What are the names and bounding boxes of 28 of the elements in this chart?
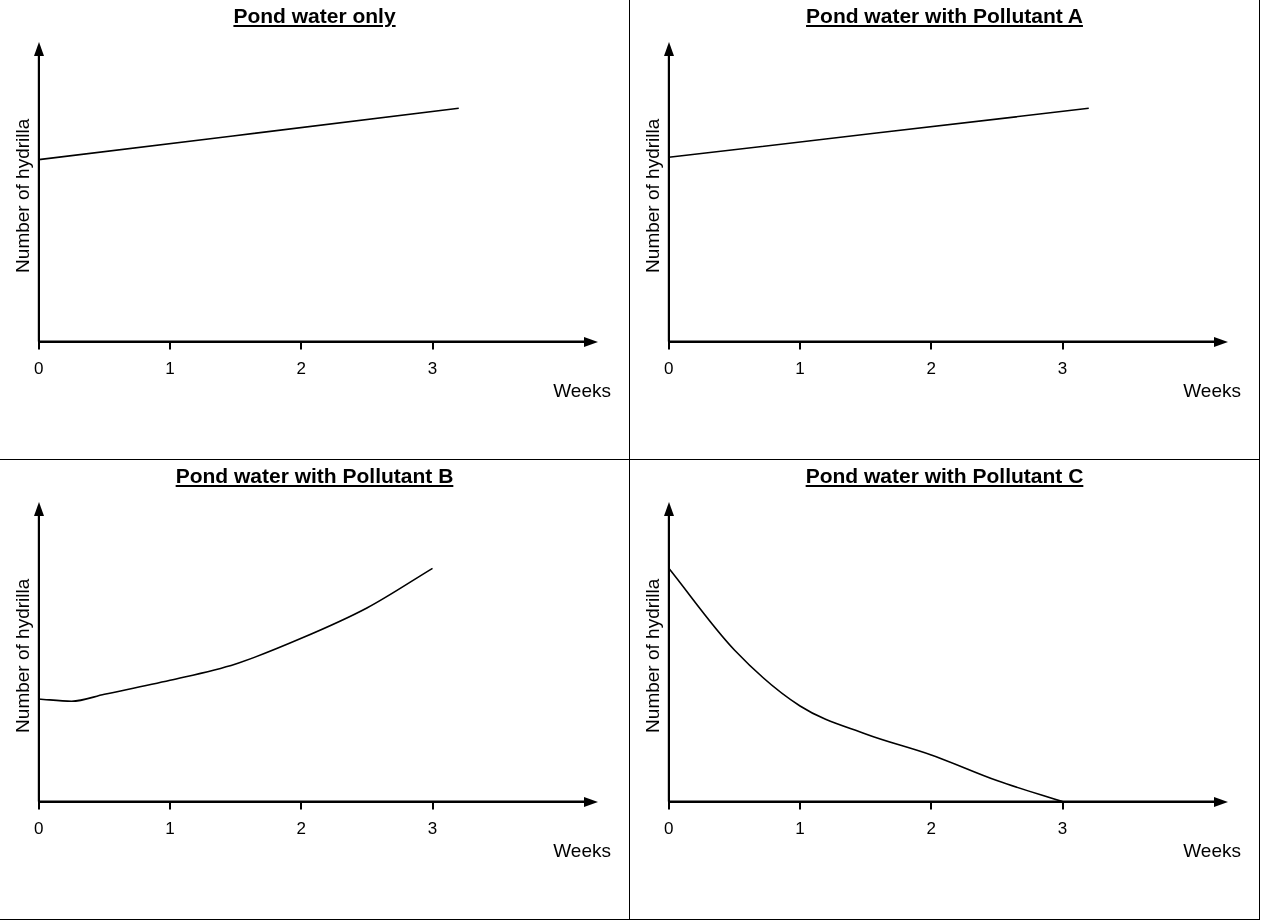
- chart-title: Pond water with Pollutant B: [174, 464, 455, 488]
- x-tick-label: 1: [795, 359, 805, 379]
- y-axis-title: Number of hydrilla: [11, 578, 33, 733]
- x-tick-label: 3: [1057, 819, 1068, 839]
- chart-title: Pond water with Pollutant C: [804, 464, 1085, 488]
- x-tick-label: 1: [165, 359, 175, 379]
- x-tick-label: 1: [165, 819, 175, 839]
- y-axis-title: Number of hydrilla: [641, 118, 663, 273]
- x-tick-label: 0: [664, 359, 674, 379]
- y-axis-title: Number of hydrilla: [641, 578, 663, 733]
- y-axis-title: Number of hydrilla: [11, 118, 33, 273]
- x-axis-title: Weeks: [553, 840, 611, 862]
- x-tick-label: 3: [1057, 359, 1068, 379]
- chart-title: Pond water with Pollutant A: [805, 4, 1084, 28]
- x-axis-title: Weeks: [553, 380, 611, 402]
- x-tick-label: 0: [34, 819, 44, 839]
- x-tick-label: 0: [664, 819, 674, 839]
- x-tick-label: 2: [926, 359, 937, 379]
- x-axis-title: Weeks: [1183, 380, 1241, 402]
- x-tick-label: 2: [296, 359, 307, 379]
- x-tick-label: 3: [427, 819, 438, 839]
- chart-title: Pond water only: [232, 4, 397, 28]
- x-tick-label: 2: [926, 819, 937, 839]
- x-tick-label: 2: [296, 819, 307, 839]
- x-tick-label: 1: [795, 819, 805, 839]
- x-axis-title: Weeks: [1183, 840, 1241, 862]
- x-tick-label: 3: [427, 359, 438, 379]
- x-tick-label: 0: [34, 359, 44, 379]
